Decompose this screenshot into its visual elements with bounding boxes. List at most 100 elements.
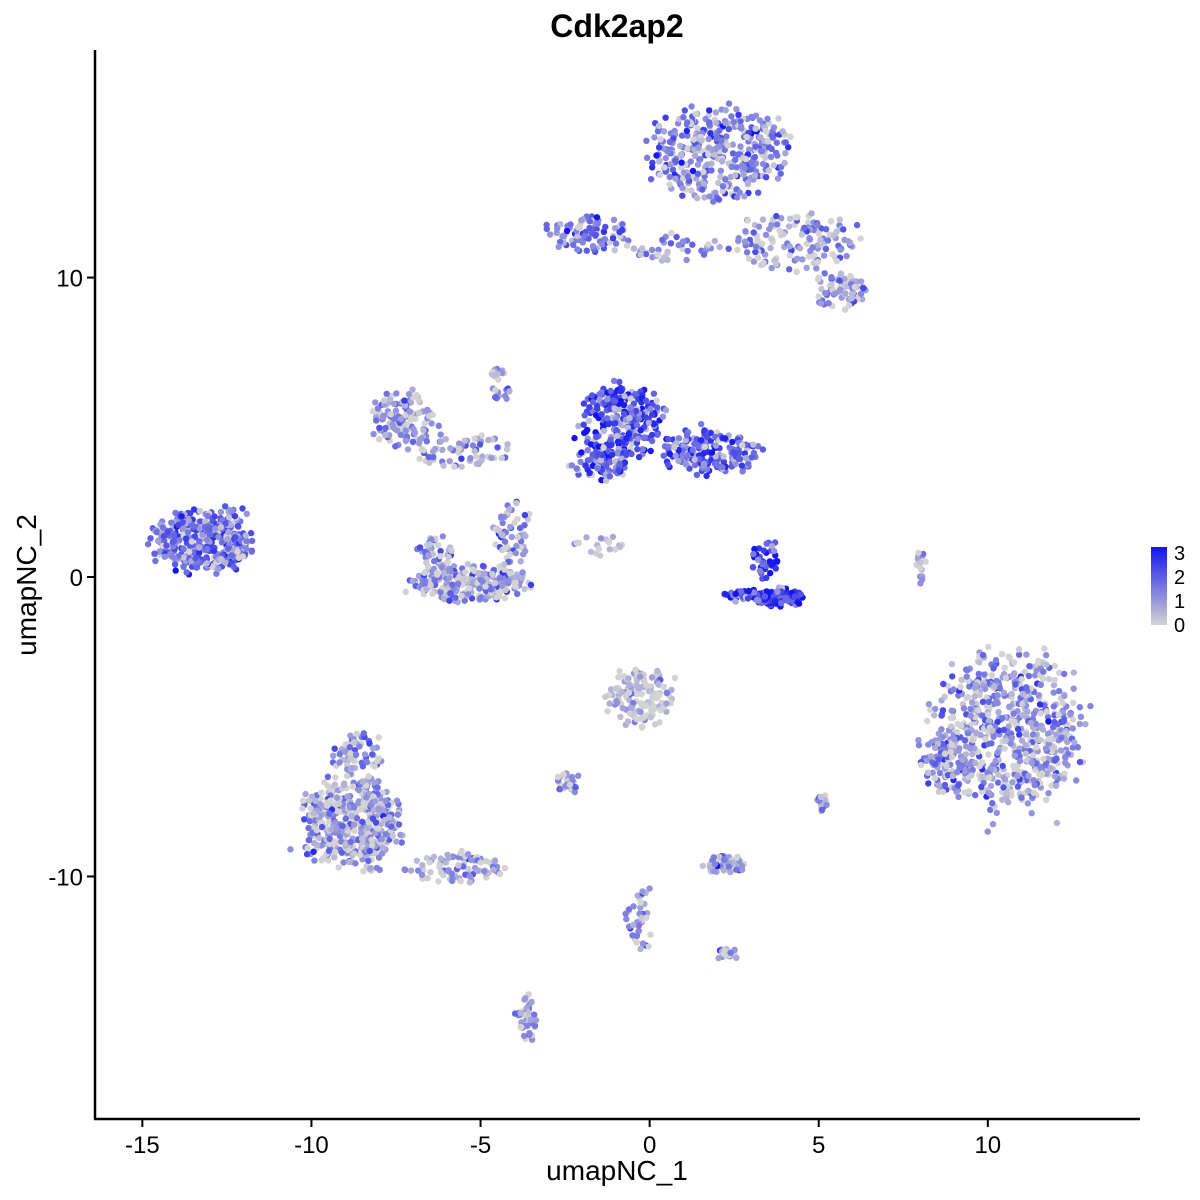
cell-point: [739, 442, 746, 449]
cell-point: [949, 673, 956, 680]
cell-point: [388, 823, 395, 830]
cell-point: [1010, 659, 1018, 666]
cell-point: [469, 566, 476, 573]
cell-point: [588, 392, 596, 399]
cell-point: [1062, 753, 1069, 761]
cell-point: [948, 741, 956, 748]
cell-point: [1045, 675, 1053, 683]
cell-point: [1037, 736, 1044, 744]
cell-point: [331, 854, 338, 861]
cell-point: [349, 783, 357, 790]
cell-point: [584, 457, 591, 464]
cell-point: [692, 110, 699, 118]
cell-point: [655, 681, 662, 688]
cell-point: [786, 243, 793, 250]
cell-point: [437, 438, 444, 445]
cell-point: [566, 781, 574, 788]
cell-point: [426, 459, 433, 466]
cell-point: [611, 397, 619, 405]
cell-point: [1022, 731, 1030, 738]
cell-point: [645, 687, 652, 695]
cell-point: [801, 224, 808, 231]
cell-point: [595, 545, 603, 552]
cell-point: [773, 212, 780, 220]
cell-point: [742, 454, 750, 462]
cell-point: [1043, 708, 1051, 715]
cell-point: [215, 565, 222, 573]
cell-point: [402, 437, 410, 445]
cell-point: [318, 823, 326, 831]
cell-point: [986, 774, 993, 781]
cell-point: [427, 869, 434, 876]
cell-point: [477, 576, 485, 584]
cell-point: [352, 860, 359, 867]
cell-point: [492, 394, 499, 401]
cell-point: [1025, 772, 1032, 780]
cell-point: [172, 567, 179, 574]
cell-point: [501, 864, 509, 872]
cell-point: [857, 290, 865, 297]
cell-point: [430, 453, 437, 461]
cell-point: [601, 235, 609, 243]
cell-point: [584, 447, 591, 454]
cell-point: [521, 585, 528, 593]
cell-point: [793, 268, 800, 275]
cell-point: [512, 549, 520, 557]
cell-point: [370, 430, 377, 438]
cell-point: [586, 224, 593, 232]
cell-point: [985, 717, 993, 725]
cell-point: [700, 180, 708, 187]
cell-point: [1051, 772, 1059, 780]
cell-point: [938, 712, 945, 719]
cell-point: [328, 826, 335, 833]
cell-point: [837, 270, 845, 277]
cell-point: [373, 758, 381, 765]
cell-point: [747, 166, 754, 173]
cell-point: [619, 221, 626, 228]
cell-point: [771, 597, 779, 604]
cell-point: [721, 146, 728, 154]
cell-point: [715, 196, 723, 203]
cell-point: [1061, 670, 1068, 678]
cell-point: [514, 590, 521, 598]
cell-point: [615, 674, 622, 681]
cell-point: [348, 755, 355, 763]
cell-point: [721, 856, 728, 863]
cell-point: [625, 681, 633, 689]
cell-point: [622, 910, 629, 917]
cell-point: [212, 525, 219, 532]
cell-point: [762, 174, 770, 181]
cell-point: [1070, 669, 1078, 676]
cell-point: [638, 914, 645, 922]
cell-point: [231, 512, 239, 520]
cell-point: [722, 176, 729, 183]
cell-point: [972, 759, 979, 767]
cell-point: [1022, 750, 1030, 757]
cell-point: [593, 433, 600, 440]
cell-point: [782, 139, 789, 146]
cell-point: [335, 864, 342, 871]
cell-point: [955, 782, 962, 789]
cell-point: [398, 839, 405, 846]
cell-point: [392, 443, 399, 450]
cell-point: [683, 127, 691, 135]
cell-point: [680, 114, 687, 121]
cell-point: [1018, 794, 1025, 801]
cell-point: [964, 666, 971, 674]
cell-point: [763, 588, 770, 595]
cell-point: [1061, 692, 1068, 700]
cell-point: [626, 414, 633, 422]
cell-point: [751, 153, 759, 161]
cell-point: [429, 448, 437, 455]
cell-point: [762, 231, 770, 239]
cell-point: [1011, 752, 1018, 759]
cell-point: [616, 460, 623, 468]
cell-point: [1036, 701, 1044, 708]
cell-point: [722, 119, 729, 127]
cell-point: [648, 246, 656, 254]
cell-point: [691, 440, 698, 448]
cell-point: [363, 758, 371, 766]
cell-point: [428, 420, 435, 427]
cell-point: [625, 675, 632, 682]
legend-tick-label: 2: [1174, 567, 1185, 589]
